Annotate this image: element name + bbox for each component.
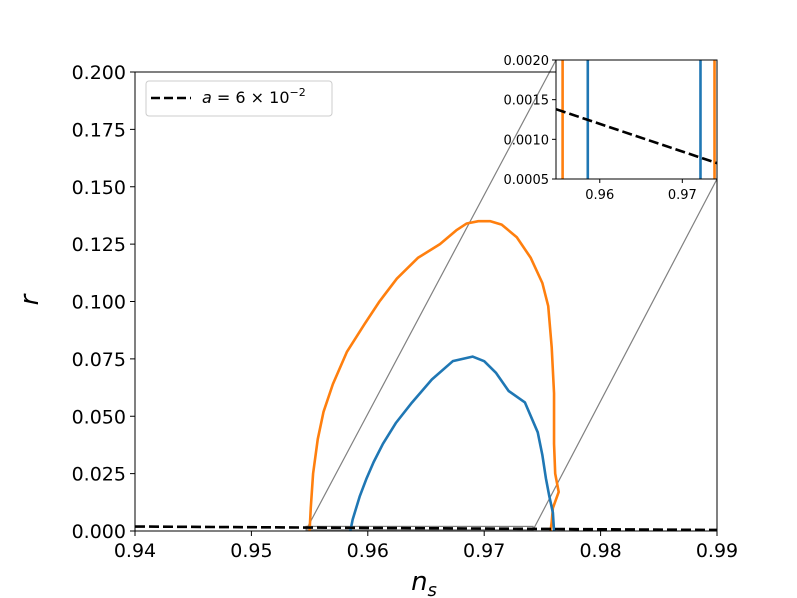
y-tick-label: 0.075 [72, 349, 126, 371]
inset-series-group [556, 60, 717, 179]
y-tick-label: 0.000 [72, 521, 126, 543]
legend-entry-superscript: −2 [290, 86, 306, 99]
inset-y-tick-label: 0.0015 [504, 94, 550, 109]
y-tick-label: 0.200 [72, 62, 126, 84]
x-axis-title: ns [411, 567, 437, 598]
legend: a = 6 × 10−2 [145, 80, 333, 117]
series-line-2 [135, 525, 717, 532]
main-series-group [135, 219, 717, 532]
inset-axes-frame [555, 59, 718, 180]
x-axis-title-base: n [411, 567, 427, 597]
x-tick-label: 0.99 [696, 540, 738, 562]
y-tick-label: 0.150 [72, 177, 126, 199]
series-line-0 [308, 219, 560, 532]
y-tick-label: 0.050 [72, 406, 126, 428]
y-tick-label: 0.175 [72, 119, 126, 141]
inset-y-tick-label: 0.0020 [504, 54, 550, 69]
x-tick-label: 0.97 [463, 540, 505, 562]
legend-entry-label-rest: = 6 × 10 [212, 88, 290, 107]
x-tick-label: 0.96 [347, 540, 389, 562]
inset-plot: 0.96 0.97 0.0005 0.0010 0.0015 0.0020 [504, 54, 718, 203]
x-axis-title-subscript: s [428, 580, 437, 598]
inset-x-tick-label: 0.96 [585, 188, 614, 203]
y-tick-label: 0.100 [72, 292, 126, 314]
x-tick-label: 0.98 [579, 540, 621, 562]
zoom-connector-left [305, 59, 557, 531]
main-ticks: 0.94 0.95 0.96 0.97 0.98 0.99 0.000 0.025 0.050 0… [72, 62, 739, 562]
zoom-connector-right [532, 178, 718, 531]
series-line-1 [349, 355, 556, 532]
legend-box [145, 80, 333, 117]
inset-background [556, 60, 717, 179]
x-tick-label: 0.94 [114, 540, 156, 562]
inset-x-tick-label: 0.97 [668, 188, 697, 203]
inset-y-tick-label: 0.0010 [504, 133, 550, 148]
y-tick-label: 0.125 [72, 234, 126, 256]
inset-series-line-4 [556, 107, 717, 165]
x-tick-label: 0.95 [230, 540, 272, 562]
y-tick-label: 0.025 [72, 464, 126, 486]
y-axis-title: r [15, 292, 45, 305]
inset-y-tick-label: 0.0005 [504, 173, 550, 188]
legend-entry-label: a = 6 × 10−2 [202, 86, 306, 107]
